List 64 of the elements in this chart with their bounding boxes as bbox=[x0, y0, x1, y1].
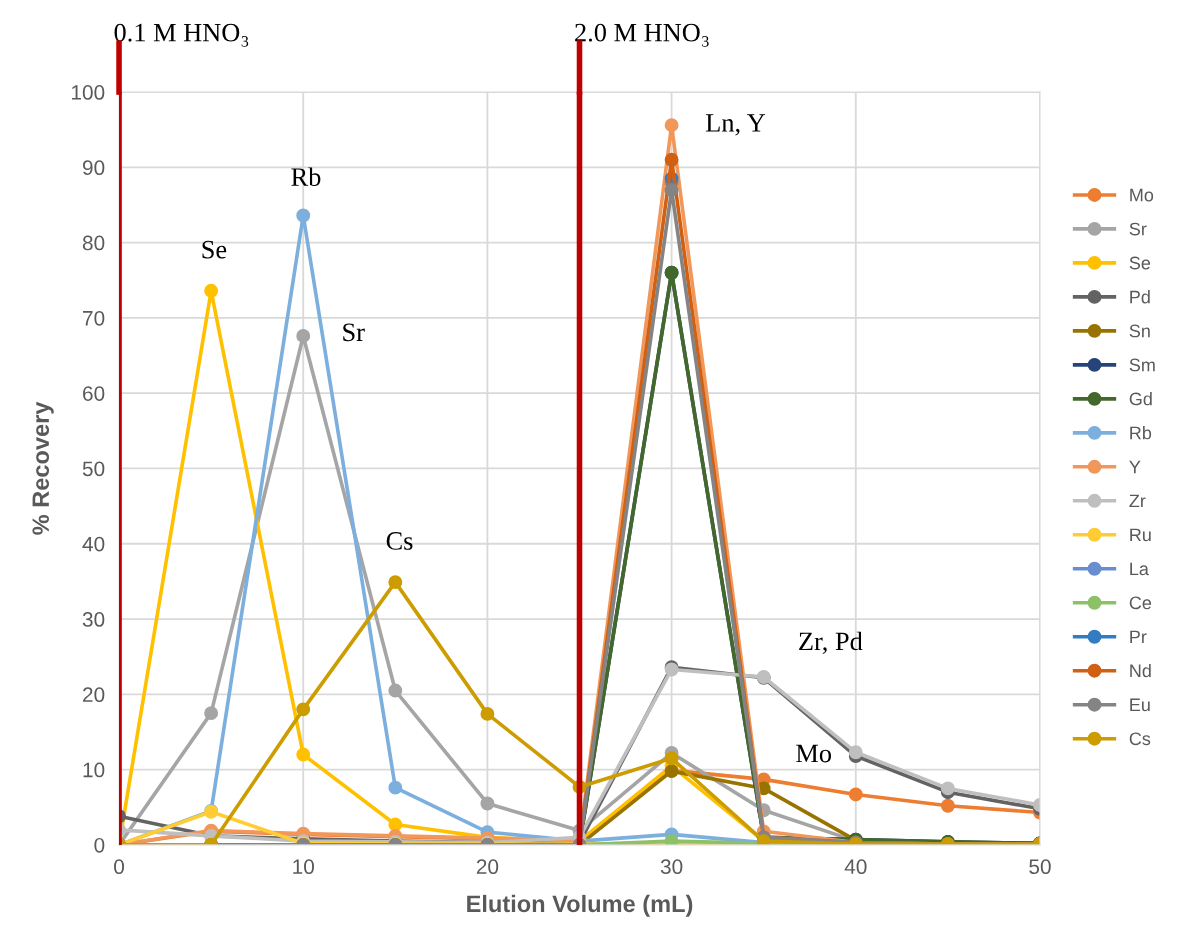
y-tick-label: 30 bbox=[82, 612, 105, 627]
point bbox=[480, 796, 495, 811]
x-tick-label: 20 bbox=[476, 859, 499, 875]
x-axis-title: Elution Volume (mL) bbox=[467, 894, 693, 917]
legend-label: Zr bbox=[1129, 494, 1146, 508]
annotation: Se bbox=[202, 240, 227, 259]
legend-label: Eu bbox=[1130, 698, 1150, 712]
annotation: Mo bbox=[796, 744, 832, 763]
y-tick-label: 20 bbox=[83, 687, 105, 703]
legend-label: Sn bbox=[1129, 324, 1150, 338]
y-axis-title: % Recovery bbox=[32, 401, 54, 535]
point bbox=[664, 152, 679, 167]
annotation: Zr, Pd bbox=[799, 631, 863, 655]
x-tick-label: 30 bbox=[660, 859, 683, 875]
legend-label: Pd bbox=[1130, 290, 1150, 304]
y-tick-label: 40 bbox=[82, 536, 105, 552]
y-tick-label: 50 bbox=[82, 461, 105, 477]
annotation: Ln, Y bbox=[705, 114, 766, 136]
point bbox=[940, 798, 955, 813]
point bbox=[296, 702, 311, 717]
point bbox=[480, 706, 495, 721]
x-tick-label: 50 bbox=[1029, 859, 1051, 875]
y-tick-label: 90 bbox=[82, 160, 105, 176]
point bbox=[388, 575, 403, 590]
point bbox=[296, 208, 311, 223]
x-tick-label: 10 bbox=[293, 859, 314, 875]
point bbox=[204, 283, 219, 298]
point bbox=[204, 706, 219, 721]
legend-label: Mo bbox=[1130, 188, 1154, 202]
point bbox=[296, 747, 311, 762]
point bbox=[388, 780, 403, 795]
legend-label: Sr bbox=[1129, 222, 1147, 236]
ref-line-label: 0.1 M HNO₃ bbox=[114, 23, 249, 47]
legend-label: Se bbox=[1129, 256, 1151, 270]
point bbox=[848, 787, 863, 802]
legend-label: Nd bbox=[1130, 663, 1151, 678]
y-tick-label: 100 bbox=[71, 85, 105, 100]
point bbox=[848, 745, 863, 760]
y-tick-label: 60 bbox=[83, 386, 105, 401]
y-tick-label: 10 bbox=[83, 762, 105, 778]
legend-label: Gd bbox=[1129, 392, 1152, 406]
point bbox=[664, 182, 679, 197]
legend-label: Y bbox=[1129, 460, 1141, 474]
legend-label: Ce bbox=[1129, 596, 1152, 610]
legend-label: Sm bbox=[1129, 358, 1155, 372]
point bbox=[664, 751, 679, 766]
point bbox=[940, 781, 955, 796]
annotation: Sr bbox=[343, 323, 365, 342]
y-tick-label: 70 bbox=[83, 310, 105, 326]
legend-label: Rb bbox=[1130, 426, 1152, 440]
y-tick-label: 0 bbox=[94, 837, 105, 853]
x-tick-label: 0 bbox=[114, 859, 125, 875]
annotation: Rb bbox=[291, 167, 321, 186]
legend-label: Ru bbox=[1130, 528, 1151, 542]
x-tick-label: 40 bbox=[844, 859, 867, 875]
ref-line-label: 2.0 M HNO₃ bbox=[575, 23, 709, 47]
legend-label: La bbox=[1130, 562, 1149, 576]
legend-label: Pr bbox=[1130, 630, 1147, 644]
point bbox=[664, 118, 679, 133]
point bbox=[296, 329, 311, 343]
annotation: Cs bbox=[386, 532, 413, 550]
point bbox=[388, 683, 403, 698]
y-tick-label: 80 bbox=[82, 235, 105, 251]
legend-label: Cs bbox=[1129, 732, 1151, 746]
